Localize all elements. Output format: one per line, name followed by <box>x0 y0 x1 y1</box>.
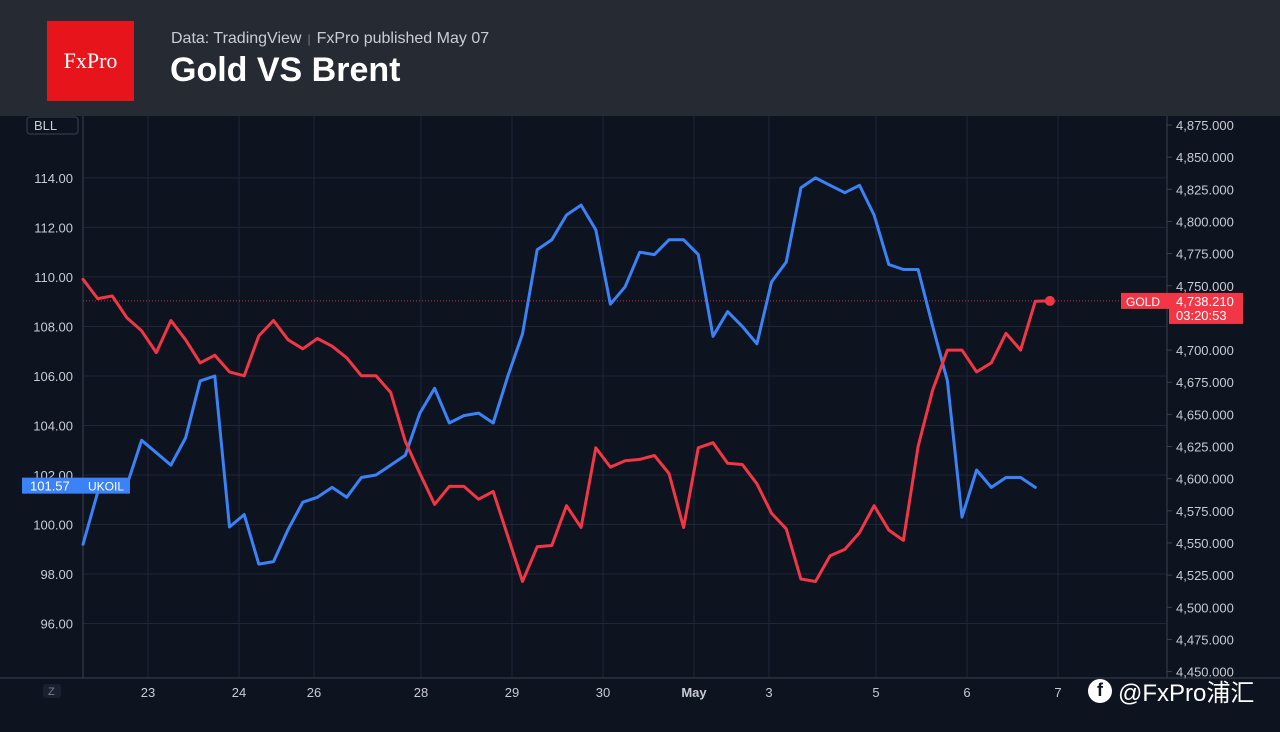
x-tick-label: 24 <box>232 685 246 700</box>
left-axis-ticks: 114.00112.00110.00108.00106.00104.00102.… <box>33 171 73 632</box>
right-tick-label: 4,875.000 <box>1176 118 1234 133</box>
right-tick-label: 4,650.000 <box>1176 407 1234 422</box>
left-tick-label: 106.00 <box>33 369 73 384</box>
x-tick-label: 26 <box>307 685 321 700</box>
x-tick-label: 6 <box>963 685 970 700</box>
chart-title: Gold VS Brent <box>170 51 401 89</box>
left-tick-label: 98.00 <box>40 567 73 582</box>
left-tick-label: 104.00 <box>33 418 73 433</box>
chart-meta: Data: TradingView | FxPro published May 07 <box>171 30 489 48</box>
right-tick-label: 4,850.000 <box>1176 150 1234 165</box>
unit-badge <box>26 116 79 135</box>
right-tick-label: 4,525.000 <box>1176 568 1234 583</box>
watermark: f @FxPro浦汇 <box>1088 673 1254 708</box>
right-tick-label: 4,700.000 <box>1176 343 1234 358</box>
separator: | <box>307 32 311 46</box>
ukoil-price-tag <box>22 477 130 494</box>
corner-badge-label: Z <box>48 686 55 698</box>
published-date: FxPro published May 07 <box>316 30 490 47</box>
ukoil-price-value: 101.57 <box>30 479 70 494</box>
right-tick-label: 4,500.000 <box>1176 600 1234 615</box>
right-tick-label: 4,475.000 <box>1176 632 1234 647</box>
line-chart[interactable]: BLL Z 114.00 112.00 110.00 108.00 106.00 104.0… <box>0 116 1280 732</box>
x-tick-label: 29 <box>505 685 519 700</box>
x-axis-ticks: 23 24 26 28 29 30 May 3 5 6 7 <box>141 685 1062 700</box>
right-tick-label: 4,750.000 <box>1176 279 1234 294</box>
right-tick-label: 4,600.000 <box>1176 472 1234 487</box>
ukoil-series-line <box>81 176 1037 566</box>
ukoil-name-label: UKOIL <box>88 480 124 494</box>
x-tick-label: 3 <box>765 685 772 700</box>
left-tick-label: 110.00 <box>34 270 73 285</box>
corner-badge <box>43 684 61 698</box>
gold-price-tag <box>1169 292 1243 324</box>
left-tick-label: 100.00 <box>33 518 73 533</box>
facebook-icon: f <box>1088 678 1112 703</box>
right-tick-label: 4,800.000 <box>1176 214 1234 229</box>
x-tick-label: 30 <box>596 685 610 700</box>
gold-price-value: 4,738.210 <box>1176 294 1234 309</box>
right-tick-label: 4,675.000 <box>1176 375 1234 390</box>
right-tick-label: 4,775.000 <box>1176 247 1234 262</box>
grid <box>83 116 1167 678</box>
right-tick-label: 4,825.000 <box>1176 182 1234 197</box>
right-tick-label: 4,625.000 <box>1176 440 1234 455</box>
left-tick-label: 112.00 <box>34 220 73 235</box>
data-source: Data: TradingView <box>171 30 302 47</box>
right-axis-ticks: 4,875.000 4,850.000 4,825.000 4,800.000 4,77… <box>1167 118 1234 680</box>
right-tick-label: 4,550.000 <box>1176 536 1234 551</box>
right-tick-label: 4,450.000 <box>1176 665 1234 680</box>
gold-name-tag <box>1121 292 1169 309</box>
x-tick-label: 7 <box>1054 685 1061 700</box>
gold-series-line <box>81 277 1052 583</box>
left-tick-label: 108.00 <box>33 319 73 334</box>
x-tick-label: May <box>681 685 707 700</box>
fxpro-logo: FxPro <box>47 21 134 101</box>
x-tick-label: 5 <box>872 685 879 700</box>
gold-last-point <box>1044 295 1055 306</box>
x-tick-label: 28 <box>414 685 428 700</box>
right-tick-label: 4,575.000 <box>1176 504 1234 519</box>
axes: BLL Z <box>0 116 1280 698</box>
gold-time-label: 03:20:53 <box>1176 308 1227 323</box>
series-lines <box>81 176 1055 583</box>
watermark-text: @FxPro浦汇 <box>1118 680 1255 707</box>
x-tick-label: 23 <box>141 685 155 700</box>
chart-header: FxPro Data: TradingView | FxPro published … <box>0 0 1280 116</box>
left-tick-label: 114.00 <box>34 171 73 186</box>
unit-label: BLL <box>34 118 57 133</box>
left-tick-label: 96.00 <box>40 617 73 632</box>
gold-name-label: GOLD <box>1126 295 1160 309</box>
